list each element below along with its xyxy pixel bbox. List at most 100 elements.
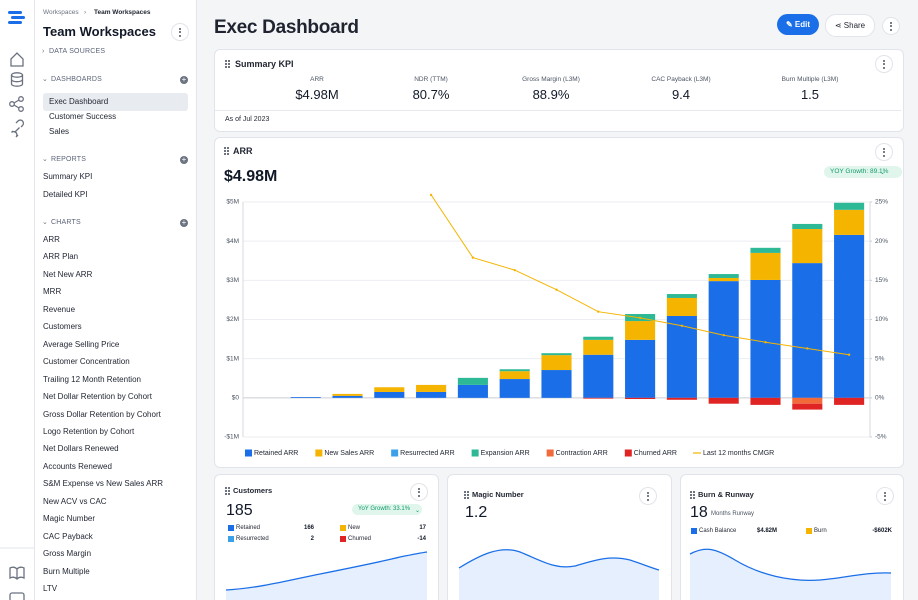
dot xyxy=(179,34,181,37)
dot xyxy=(418,487,420,490)
section-header[interactable]: REPORTS xyxy=(51,156,87,163)
breadcrumb-link[interactable]: Workspaces xyxy=(43,9,79,16)
link-icon[interactable] xyxy=(11,119,25,138)
more-button[interactable] xyxy=(876,487,894,505)
nav-item[interactable]: Logo Retention by Cohort xyxy=(43,426,135,436)
dot xyxy=(693,497,695,499)
value-caption: Months Runway xyxy=(711,511,755,517)
breadcrumb-current: Team Workspaces xyxy=(94,9,151,16)
card-title: Magic Number xyxy=(472,490,524,499)
add-button[interactable]: + xyxy=(180,218,188,227)
dot xyxy=(890,28,892,31)
edit-button[interactable]: ✎ Edit xyxy=(777,14,819,35)
nav-item[interactable]: Customer Concentration xyxy=(43,357,130,367)
nav-item[interactable]: Summary KPI xyxy=(43,172,93,181)
dot xyxy=(693,494,695,496)
rail-icons xyxy=(0,11,34,600)
dot xyxy=(464,497,466,499)
nav-item[interactable]: Exec Dashboard xyxy=(49,97,109,106)
add-button[interactable]: + xyxy=(180,75,188,84)
home-icon[interactable] xyxy=(10,52,24,67)
kpi-value: 88.9% xyxy=(532,86,570,102)
nav-item[interactable]: Net New ARR xyxy=(43,269,93,279)
nav-item[interactable]: Revenue xyxy=(43,304,76,314)
kpi-value: 9.4 xyxy=(671,86,691,102)
summary-card xyxy=(214,49,904,132)
dot xyxy=(228,63,230,65)
nav-item[interactable]: ARR Plan xyxy=(43,252,79,262)
drag-handle[interactable] xyxy=(690,491,695,499)
sidebar-title: Team Workspaces xyxy=(43,23,156,39)
book-icon[interactable] xyxy=(9,566,25,580)
card-title: ARR xyxy=(233,145,253,156)
section-header[interactable]: CHARTS xyxy=(51,219,81,226)
nav-item[interactable]: Trailing 12 Month Retention xyxy=(43,374,141,384)
dot xyxy=(647,498,649,501)
drag-handle[interactable] xyxy=(225,487,230,495)
nav-item[interactable]: MRR xyxy=(43,287,62,297)
growth-badge[interactable]: YoY Growth: 33.1% xyxy=(352,504,423,515)
dot xyxy=(464,491,466,493)
kpi-value: 1.5 xyxy=(800,86,820,102)
more-button[interactable] xyxy=(875,143,893,161)
nav-item[interactable]: LTV xyxy=(43,584,58,593)
dot xyxy=(225,63,227,65)
dot xyxy=(890,21,892,24)
nav-item[interactable]: Customers xyxy=(43,322,82,332)
dot xyxy=(224,153,226,155)
nav-item[interactable]: Sales xyxy=(49,127,70,136)
nav-item[interactable]: Average Selling Price xyxy=(43,339,120,349)
edit-label: Edit xyxy=(794,20,811,29)
nav-item[interactable]: Net Dollar Retention by Cohort xyxy=(43,392,152,402)
more-button[interactable] xyxy=(171,23,189,41)
nav-item[interactable]: Detailed KPI xyxy=(43,190,88,199)
legend-value: $4.82M xyxy=(756,528,777,534)
section-header[interactable]: DASHBOARDS xyxy=(51,76,103,83)
legend-swatch xyxy=(228,525,234,531)
kpi-label: Burn Multiple (L3M) xyxy=(781,76,839,83)
dot xyxy=(883,154,885,157)
legend-label: Churned xyxy=(348,536,372,542)
more-button[interactable] xyxy=(410,483,428,501)
drag-handle[interactable] xyxy=(225,60,230,68)
add-button[interactable]: + xyxy=(180,155,188,164)
dot xyxy=(227,147,229,149)
drag-handle[interactable] xyxy=(464,491,469,499)
nav-item[interactable]: Gross Dollar Retention by Cohort xyxy=(43,409,161,419)
section-header[interactable]: DATA SOURCES xyxy=(49,48,106,55)
nav-item[interactable]: S&M Expense vs New Sales ARR xyxy=(43,479,164,489)
nav-item[interactable]: Gross Margin xyxy=(43,549,92,559)
more-button[interactable] xyxy=(882,17,900,35)
nav-item[interactable]: Burn Multiple xyxy=(43,566,90,576)
nav-item[interactable]: New ACV vs CAC xyxy=(43,496,107,506)
legend-value: 17 xyxy=(419,525,426,531)
dot xyxy=(179,27,181,30)
nav-item[interactable]: Magic Number xyxy=(43,514,96,524)
nav-item[interactable]: Customer Success xyxy=(49,112,117,121)
arr-card xyxy=(214,137,904,468)
nav-item[interactable]: Net Dollars Renewed xyxy=(43,444,119,454)
database-icon[interactable] xyxy=(10,72,24,78)
dot xyxy=(883,63,885,65)
more-button[interactable] xyxy=(875,55,893,73)
nav-item[interactable]: Accounts Renewed xyxy=(43,461,112,471)
share-icon[interactable] xyxy=(9,96,24,112)
divider xyxy=(215,110,901,111)
dot xyxy=(418,494,420,497)
drag-handle[interactable] xyxy=(224,147,229,155)
nav-item[interactable]: ARR xyxy=(43,235,60,244)
growth-badge[interactable]: YOY Growth: 89.1% xyxy=(824,166,903,178)
share-button[interactable]: ⋖ Share xyxy=(825,14,875,37)
more-button[interactable] xyxy=(639,487,657,505)
nav-item[interactable]: CAC Payback xyxy=(43,531,93,541)
panel-icon[interactable] xyxy=(9,592,25,600)
legend-label: Retained xyxy=(236,525,261,531)
card-title: Customers xyxy=(233,486,273,495)
dot xyxy=(467,497,469,499)
share-label: Share xyxy=(843,21,866,30)
card-value: 1.2 xyxy=(465,504,488,521)
logo xyxy=(8,11,25,24)
dot xyxy=(884,495,886,497)
dot xyxy=(225,487,227,489)
